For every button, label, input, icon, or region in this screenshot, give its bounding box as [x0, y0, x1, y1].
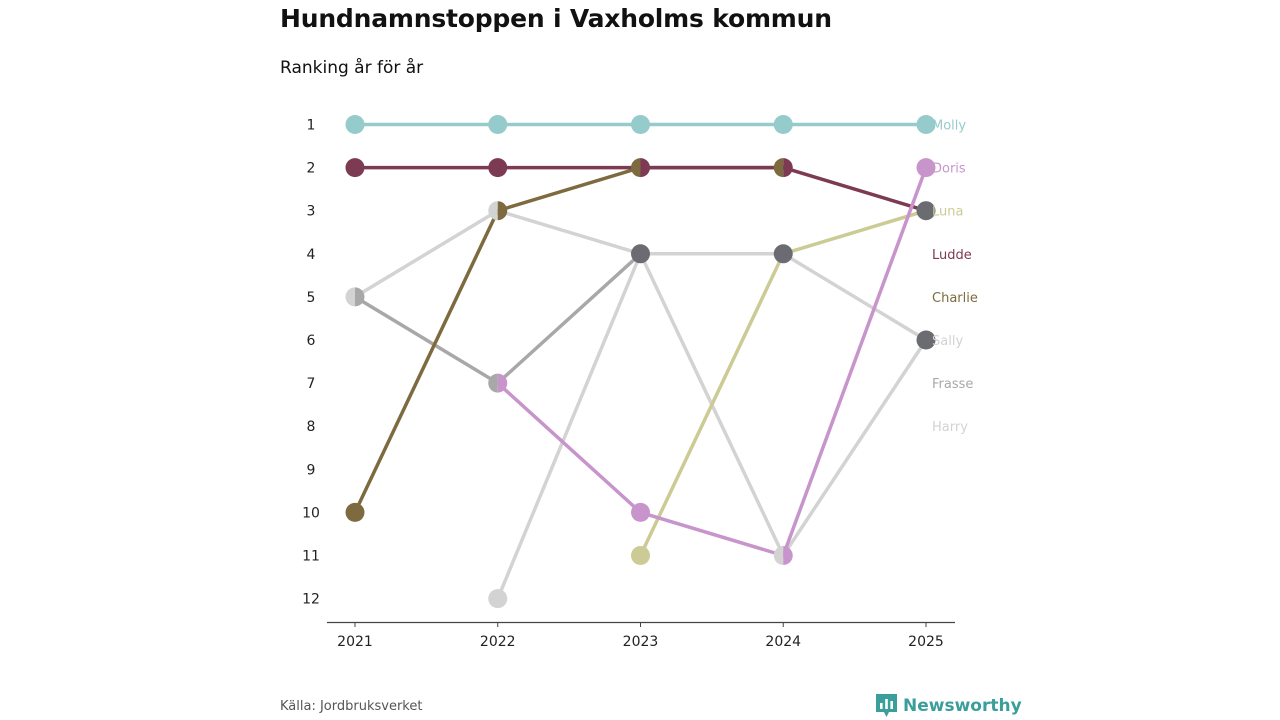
marker-charlie-half[interactable]: [773, 158, 784, 178]
y-tick-label: 11: [302, 549, 320, 565]
series-line-segment: [353, 208, 500, 515]
y-tick-label: 12: [302, 592, 320, 608]
marker-doris[interactable]: [631, 502, 650, 522]
series-line-segment: [781, 252, 928, 342]
marker-ludde-half[interactable]: [783, 158, 793, 178]
y-tick-label: 3: [307, 204, 316, 220]
series-line-segment: [353, 208, 500, 299]
y-tick-label: 1: [307, 118, 316, 134]
marker-shared[interactable]: [916, 330, 936, 350]
y-tick-label: 10: [302, 505, 320, 521]
marker-molly[interactable]: [488, 115, 508, 134]
series-sally: [496, 252, 928, 601]
legend-label-charlie: Charlie: [932, 291, 978, 306]
brand-logo[interactable]: Newsworthy: [876, 694, 1022, 718]
marker-luna[interactable]: [631, 546, 650, 565]
brand-name: Newsworthy: [903, 696, 1022, 716]
x-tick-label: 2021: [337, 634, 373, 650]
marker-shared[interactable]: [773, 244, 793, 264]
series-doris: [496, 165, 928, 558]
marker-molly[interactable]: [345, 115, 365, 134]
marker-shared[interactable]: [631, 244, 650, 264]
chart-subtitle: Ranking år för år: [280, 58, 424, 78]
marker-harry-half[interactable]: [773, 546, 784, 565]
marker-charlie-half[interactable]: [497, 201, 508, 221]
y-tick-label: 7: [307, 376, 316, 392]
y-tick-label: 5: [307, 290, 316, 306]
series-line-segment: [781, 338, 928, 558]
y-tick-label: 6: [307, 333, 316, 349]
legend-label-molly: Molly: [932, 119, 966, 134]
marker-doris-half[interactable]: [783, 546, 793, 565]
legend-label-harry: Harry: [932, 420, 968, 435]
series-line-segment: [496, 252, 643, 601]
series-line-segment: [353, 295, 500, 385]
series-line-segment: [638, 252, 785, 558]
series-line-segment: [496, 252, 643, 385]
x-tick-label: 2022: [480, 634, 516, 650]
legend-label-doris: Doris: [932, 162, 966, 177]
marker-doris[interactable]: [916, 158, 936, 178]
y-tick-label: 8: [307, 419, 316, 435]
series-line-segment: [496, 165, 643, 213]
legend-label-sally: Sally: [932, 334, 963, 349]
marker-ludde-half[interactable]: [640, 158, 651, 178]
series-frasse: [353, 252, 785, 385]
x-tick-label: 2024: [765, 634, 801, 650]
legend-label-luna: Luna: [932, 205, 963, 220]
newsworthy-icon: [876, 694, 897, 717]
series-line-segment: [781, 165, 928, 558]
x-tick-label: 2023: [623, 634, 659, 650]
marker-doris-half[interactable]: [497, 373, 508, 393]
series-line-segment: [781, 165, 928, 213]
marker-ludde[interactable]: [488, 158, 508, 178]
source-note: Källa: Jordbruksverket: [280, 699, 423, 714]
marker-harry-half[interactable]: [345, 287, 356, 307]
marker-frasse-half[interactable]: [355, 287, 365, 307]
series-luna: [638, 208, 928, 558]
series-line-segment: [638, 510, 785, 558]
marker-sally[interactable]: [488, 589, 508, 609]
marker-shared[interactable]: [916, 201, 936, 221]
x-tick-label: 2025: [908, 634, 944, 650]
series-line-segment: [496, 208, 643, 256]
marker-harry-half[interactable]: [488, 201, 498, 221]
series-line-segment: [781, 208, 928, 256]
marker-frasse-half[interactable]: [488, 373, 498, 393]
legend-label-frasse: Frasse: [932, 377, 973, 392]
series-charlie: [353, 165, 785, 515]
y-tick-label: 2: [307, 161, 316, 177]
marker-ludde[interactable]: [345, 158, 365, 178]
series-ludde: [353, 165, 928, 213]
series-line-segment: [496, 381, 643, 515]
y-tick-label: 4: [307, 247, 316, 263]
legend-label-ludde: Ludde: [932, 248, 972, 263]
marker-charlie[interactable]: [345, 502, 365, 522]
marker-molly[interactable]: [631, 115, 650, 134]
marker-molly[interactable]: [773, 115, 793, 134]
marker-molly[interactable]: [916, 115, 936, 134]
chart-title: Hundnamnstoppen i Vaxholms kommun: [280, 4, 832, 33]
y-tick-label: 9: [307, 462, 316, 478]
marker-charlie-half[interactable]: [631, 158, 641, 178]
